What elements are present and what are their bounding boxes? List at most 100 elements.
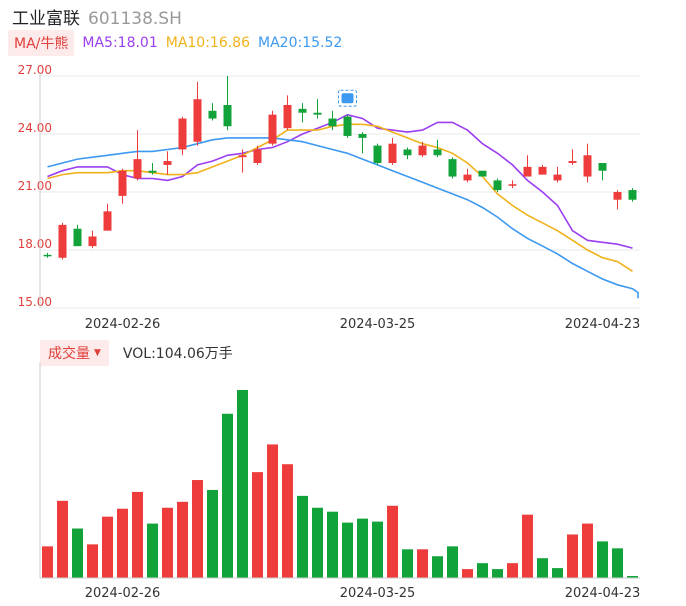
volume-bar [297,495,308,578]
candle-body [88,236,97,247]
volume-bar [282,464,293,578]
candle-body [523,166,532,177]
candle-body [598,163,607,171]
ma20-label: MA20:15.52 [258,35,343,51]
y-tick-label: 18.00 [18,237,52,251]
volume-bar [462,569,473,578]
volume-bar [507,563,518,578]
candle-body [118,170,127,196]
volume-bar [162,507,173,578]
volume-bar [552,568,563,578]
volume-bar [432,556,443,578]
volume-value: VOL:104.06万手 [122,346,233,362]
volume-bar [612,548,623,578]
y-tick-label: 24.00 [18,121,52,135]
candle-body [628,190,637,200]
candle-body [283,105,292,129]
volume-bar [252,472,263,578]
candle-body [358,134,367,138]
volume-bar [357,518,368,578]
x-tick-label: 2024-03-25 [340,317,416,332]
candle-body [508,184,517,186]
candle-body [538,166,547,175]
candle-body [43,254,52,257]
volume-bar [102,516,113,578]
candle-body [268,114,277,144]
candle-body [238,155,247,158]
volume-bar [222,413,233,578]
candle-body [313,112,322,115]
volume-bar [402,549,413,578]
candle-body [298,108,307,113]
ma20-line [47,137,639,299]
event-marker-icon [341,93,354,104]
volume-bar [522,514,533,578]
volume-bar [192,480,203,578]
volume-bar [117,508,128,578]
volume-bar [492,569,503,578]
volume-bar [597,541,608,578]
volume-tag-label: 成交量 [48,346,90,362]
volume-bar [447,546,458,578]
candle-body [343,116,352,136]
volume-bar [387,505,398,578]
candle-body [328,118,337,127]
ma10-line [47,123,633,272]
candle-body [373,145,382,163]
candle-body [253,149,262,163]
candle-body [133,159,142,179]
volume-bar [177,501,188,578]
candle-body [463,174,472,181]
volume-bar [267,444,278,578]
candle-body [178,118,187,150]
volume-bar [627,576,638,578]
volume-bar [132,491,143,578]
candle-body [148,170,157,173]
ma5-label: MA5:18.01 [82,35,158,51]
ma5-line [47,113,633,249]
volume-bar [417,549,428,578]
volume-bar [537,558,548,578]
stock-header: 工业富联 601138.SH [12,4,182,29]
y-tick-label: 21.00 [18,179,52,193]
candle-body [493,180,502,191]
y-tick-label: 27.00 [18,63,52,77]
candle-body [388,143,397,163]
candle-body [58,224,67,258]
candle-body [478,170,487,177]
y-tick-label: 15.00 [18,295,52,309]
volume-bar [477,563,488,578]
candle-body [568,161,577,163]
ma-legend: MA/牛熊 MA5:18.01 MA10:16.86 MA20:15.52 [8,30,342,56]
candle-body [163,161,172,165]
volume-bar [87,544,98,578]
candle-body [613,192,622,200]
volume-x-tick-label: 2024-04-23 [565,586,641,601]
candle-body [208,110,217,119]
volume-bar [57,500,68,578]
candle-body [433,149,442,156]
stock-code: 601138.SH [88,9,182,29]
candle-body [223,105,232,127]
volume-bar [342,522,353,578]
candle-body [418,145,427,156]
volume-bar [582,523,593,578]
candle-body [193,99,202,142]
triangle-down-icon: ▼ [94,348,101,358]
volume-bar [72,528,83,578]
volume-bar [207,489,218,578]
volume-indicator-button[interactable]: 成交量 ▼ [40,340,109,366]
volume-bar [567,534,578,578]
ma10-label: MA10:16.86 [165,35,251,51]
candle-body [553,174,562,181]
ma-indicator-button[interactable]: MA/牛熊 [8,30,75,56]
volume-bar [372,521,383,578]
volume-bar [237,390,248,578]
volume-bar [42,546,53,578]
candle-body [403,149,412,156]
volume-legend: 成交量 ▼ VOL:104.06万手 [40,340,233,366]
volume-x-tick-label: 2024-03-25 [340,586,416,601]
candle-body [103,211,112,231]
candle-body [583,155,592,177]
